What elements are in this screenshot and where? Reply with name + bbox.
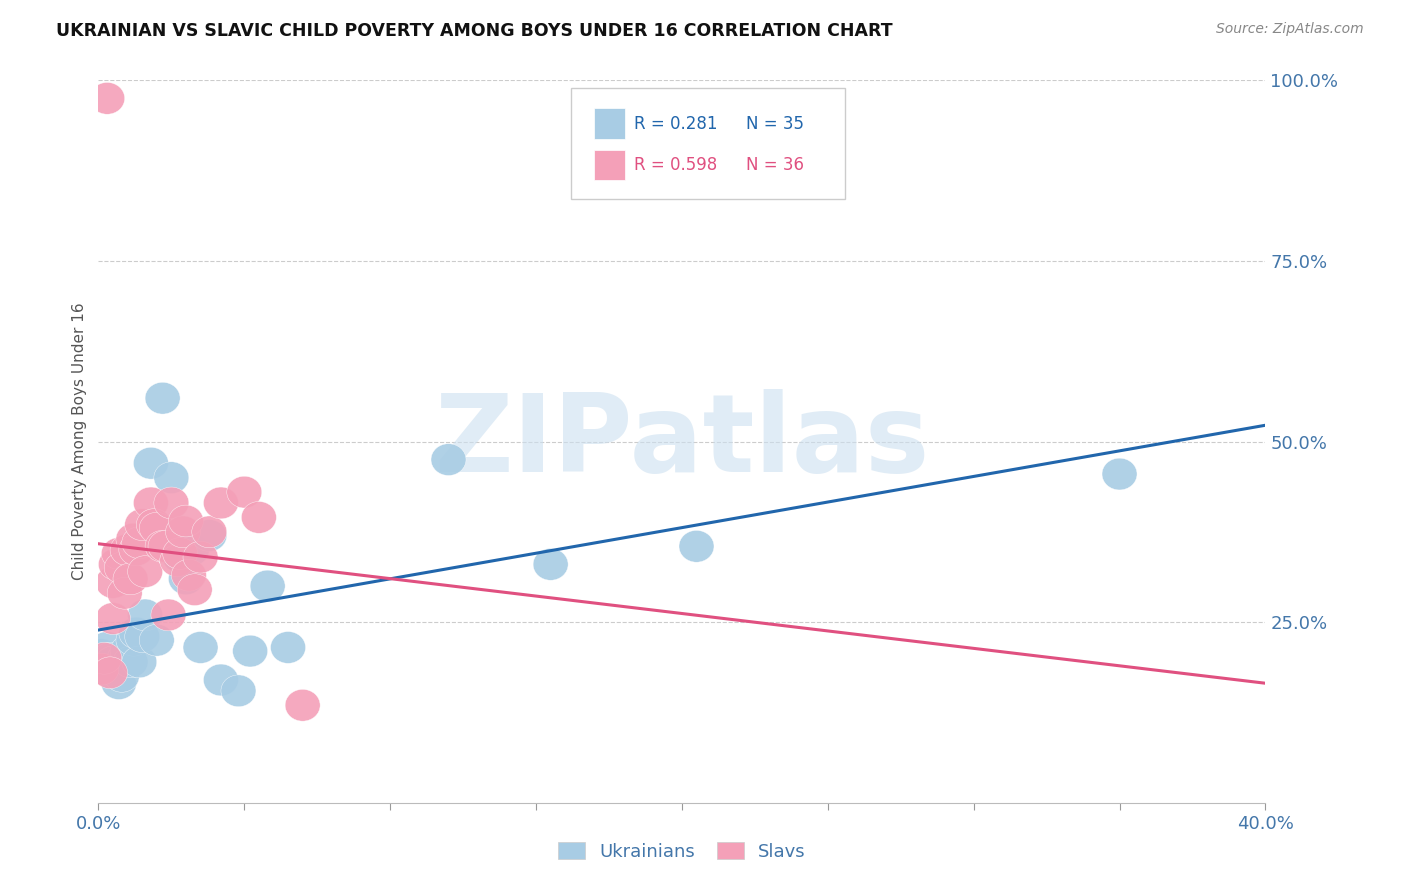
FancyBboxPatch shape [595,109,624,139]
Legend: Ukrainians, Slavs: Ukrainians, Slavs [553,837,811,866]
Text: N = 35: N = 35 [747,115,804,133]
Text: Source: ZipAtlas.com: Source: ZipAtlas.com [1216,22,1364,37]
Text: R = 0.598: R = 0.598 [634,156,717,174]
Y-axis label: Child Poverty Among Boys Under 16: Child Poverty Among Boys Under 16 [72,302,87,581]
Text: ZIPatlas: ZIPatlas [434,389,929,494]
Text: R = 0.281: R = 0.281 [634,115,717,133]
FancyBboxPatch shape [595,150,624,180]
Text: UKRAINIAN VS SLAVIC CHILD POVERTY AMONG BOYS UNDER 16 CORRELATION CHART: UKRAINIAN VS SLAVIC CHILD POVERTY AMONG … [56,22,893,40]
FancyBboxPatch shape [571,87,845,200]
Text: N = 36: N = 36 [747,156,804,174]
